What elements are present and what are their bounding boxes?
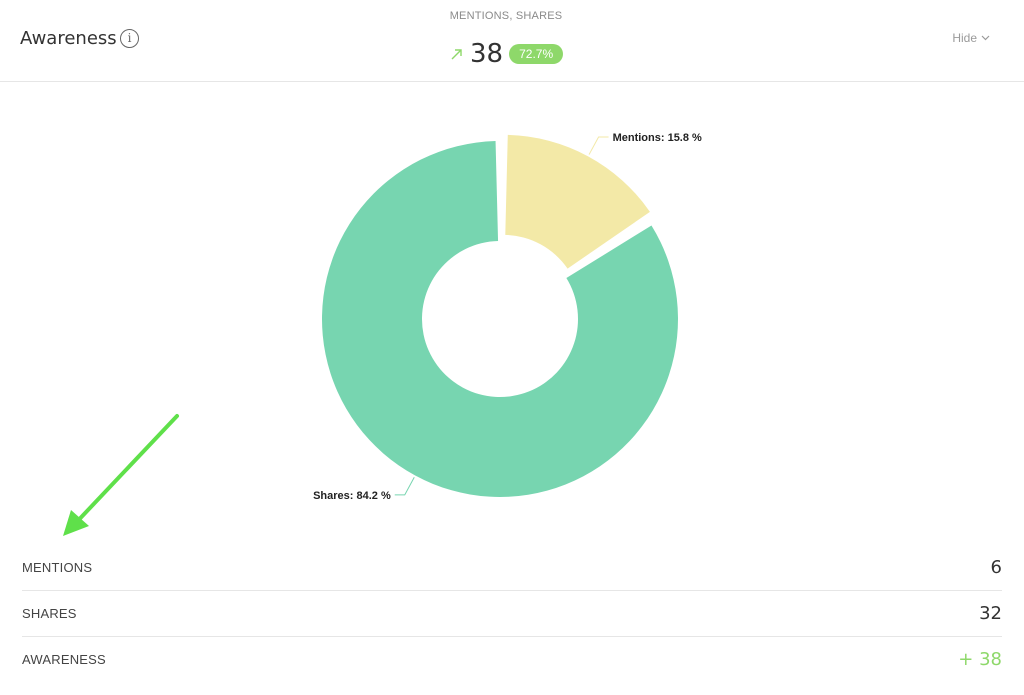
- row-value: 6: [990, 557, 1002, 578]
- metric-value: 38: [470, 39, 504, 69]
- row-label: AWARENESS: [22, 652, 106, 667]
- slice-label: Shares: 84.2 %: [313, 490, 391, 502]
- info-icon[interactable]: i: [120, 29, 139, 48]
- change-badge: 72.7%: [509, 44, 564, 64]
- leader-line: [588, 136, 609, 155]
- table-row: AWARENESS + 38: [22, 637, 1002, 682]
- row-label: SHARES: [22, 606, 77, 621]
- hide-button[interactable]: Hide: [952, 31, 990, 45]
- slice-label: Mentions: 15.8 %: [613, 132, 702, 144]
- hide-label: Hide: [952, 31, 977, 45]
- widget-header: Awareness i MENTIONS, SHARES 38 72.7% Hi…: [0, 0, 1024, 82]
- metric-summary: 38 72.7%: [450, 38, 564, 70]
- slice-shares[interactable]: [321, 141, 678, 498]
- row-label: MENTIONS: [22, 560, 93, 575]
- table-row: MENTIONS 6: [22, 545, 1002, 591]
- row-value: 32: [979, 603, 1002, 624]
- metric-label: MENTIONS, SHARES: [449, 10, 563, 22]
- row-value: + 38: [958, 649, 1002, 670]
- donut-chart: Mentions: 15.8 % Shares: 84.2 %: [313, 132, 702, 502]
- widget-title: Awareness: [20, 28, 117, 49]
- table-row: SHARES 32: [22, 591, 1002, 637]
- metrics-table: MENTIONS 6 SHARES 32 AWARENESS + 38: [22, 545, 1002, 682]
- chevron-down-icon: [981, 35, 990, 41]
- slice-mentions[interactable]: [505, 134, 650, 269]
- leader-line: [394, 477, 415, 496]
- pointer-arrow-icon: [63, 414, 179, 536]
- arrow-up-right-icon: [451, 49, 462, 60]
